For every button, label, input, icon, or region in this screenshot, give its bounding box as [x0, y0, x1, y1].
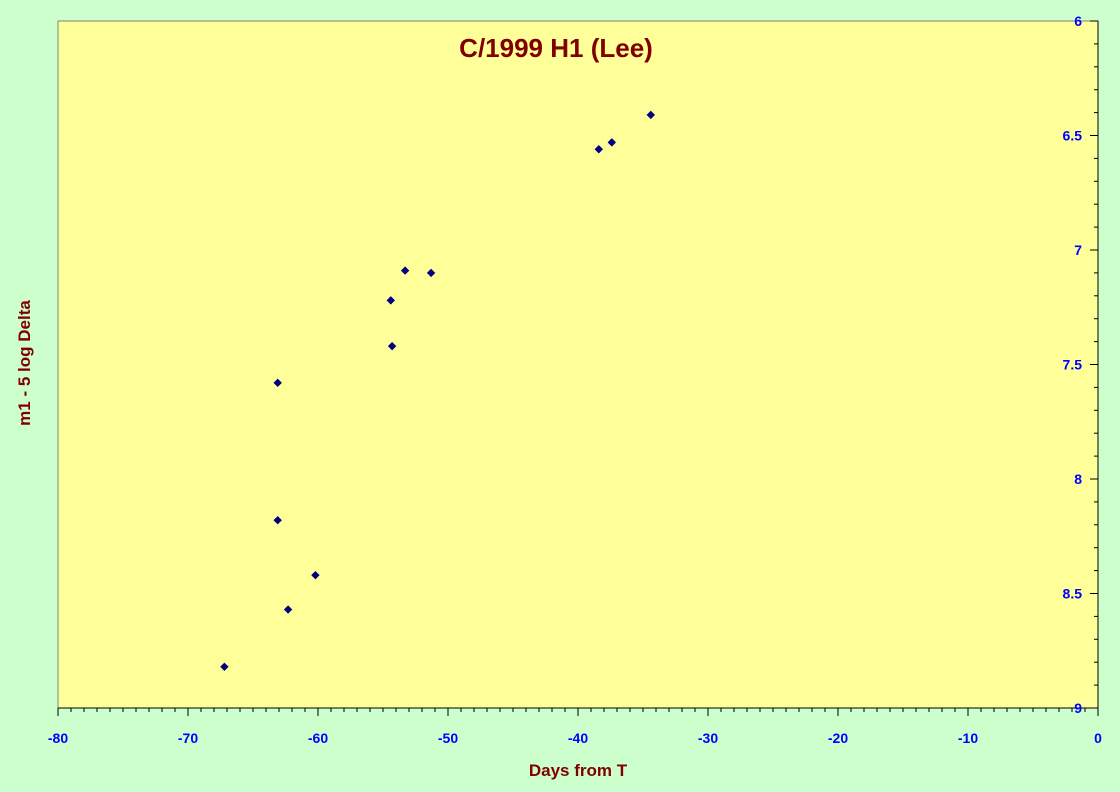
x-tick-label: 0	[1094, 730, 1102, 746]
x-tick-label: -20	[828, 730, 848, 746]
data-point	[283, 605, 293, 614]
y-tick-label: 7.5	[1063, 357, 1083, 373]
plot-area	[57, 20, 1099, 709]
x-tick-label: -40	[568, 730, 588, 746]
data-point	[273, 378, 282, 388]
data-point	[400, 266, 410, 275]
y-tick-label: 8	[1074, 471, 1082, 487]
x-tick-label: -50	[438, 730, 458, 746]
y-tick-label: 6	[1074, 13, 1082, 29]
y-axis-title: m1 - 5 log Delta	[15, 300, 34, 426]
y-tick-label: 6.5	[1063, 128, 1083, 144]
data-point	[386, 296, 395, 305]
data-point	[594, 145, 603, 154]
data-point	[607, 138, 616, 147]
data-point	[273, 516, 282, 525]
data-point	[646, 110, 655, 120]
y-tick-label: 8.5	[1063, 586, 1083, 602]
x-tick-label: -60	[308, 730, 328, 746]
data-point	[311, 570, 320, 580]
chart-title: C/1999 H1 (Lee)	[459, 33, 653, 63]
y-axis: 6 6.5 7 7.5 8 8.5 9	[1063, 13, 1099, 716]
x-axis-title: Days from T	[529, 761, 628, 780]
x-tick-label: -80	[48, 730, 68, 746]
x-axis: -80 -70 -60 -50 -40 -30 -20 -10 0	[48, 707, 1102, 746]
data-point	[387, 341, 397, 351]
x-tick-label: -70	[178, 730, 198, 746]
y-tick-label: 7	[1074, 242, 1082, 258]
data-point	[426, 268, 436, 278]
data-point	[220, 662, 229, 671]
x-tick-label: -10	[958, 730, 978, 746]
data-points	[220, 110, 655, 671]
x-tick-label: -30	[698, 730, 718, 746]
y-tick-label: 9	[1074, 700, 1082, 716]
